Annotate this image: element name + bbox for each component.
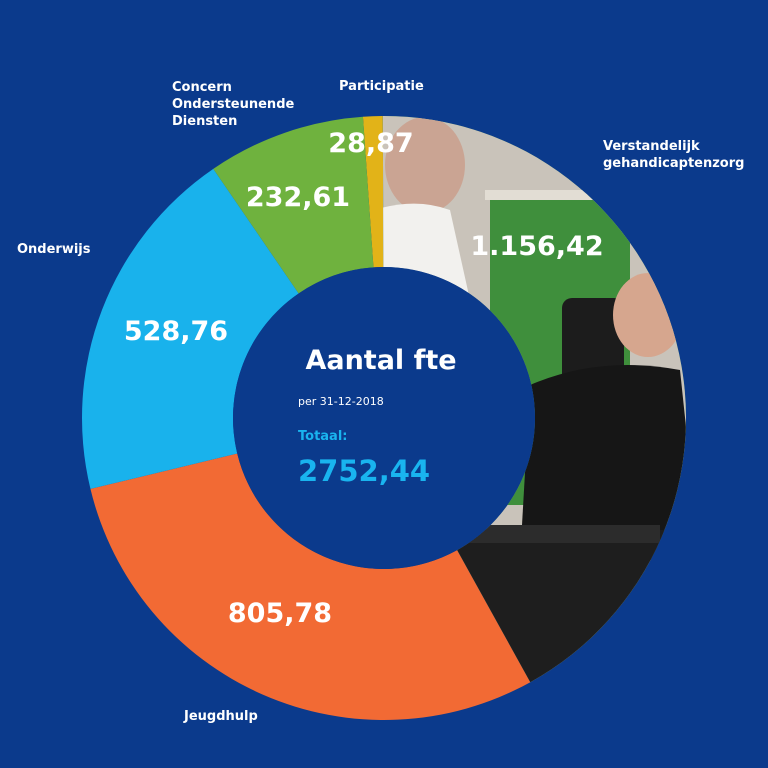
category-label-verstandelijk-gehandicaptenzorg: Verstandelijk gehandicaptenzorg [603, 139, 744, 171]
slice-onderwijs [82, 168, 299, 489]
category-label-line: Verstandelijk [603, 139, 700, 154]
slice-jeugdhulp [90, 453, 531, 721]
category-label-participatie: Participatie [339, 79, 424, 94]
slice-concern-ondersteunende-diensten [213, 116, 374, 294]
category-label-line: Diensten [172, 114, 237, 129]
category-label-line: Jeugdhulp [183, 709, 258, 724]
value-label-participatie: 28,87 [328, 128, 413, 159]
center-total-value: 2752,44 [298, 454, 430, 488]
value-label-verstandelijk-gehandicaptenzorg: 1.156,42 [470, 231, 603, 262]
category-label-line: Participatie [339, 79, 424, 94]
center-title: Aantal fte [305, 345, 456, 376]
category-label-line: Concern [172, 80, 232, 95]
value-label-jeugdhulp: 805,78 [228, 598, 332, 629]
center-hole [233, 267, 535, 569]
value-label-onderwijs: 528,76 [124, 316, 228, 347]
photo-person-seated-body [520, 365, 687, 560]
value-label-concern-ondersteunende-diensten: 232,61 [246, 182, 350, 213]
category-label-concern-ondersteunende-diensten: Concern Ondersteunende Diensten [172, 80, 294, 129]
slice-participatie [362, 116, 384, 268]
category-label-line: Ondersteunende [172, 97, 294, 112]
category-label-jeugdhulp: Jeugdhulp [183, 709, 258, 724]
category-label-line: Onderwijs [17, 242, 91, 257]
photo-person-standing-head [385, 117, 465, 213]
center-text: Aantal fte per 31-12-2018 Totaal: 2752,4… [298, 345, 457, 488]
category-label-onderwijs: Onderwijs [17, 242, 91, 257]
photo-window-frame [485, 190, 635, 200]
photo-wheelchair-tray [455, 525, 660, 543]
slice-labels: 28,87 Participatie 1.156,42 Verstandelijk ge… [17, 79, 744, 724]
photo-person-seated-head [613, 273, 683, 357]
center-subtitle: per 31-12-2018 [298, 395, 384, 408]
center-total-label: Totaal: [298, 429, 348, 444]
category-label-line: gehandicaptenzorg [603, 156, 744, 171]
